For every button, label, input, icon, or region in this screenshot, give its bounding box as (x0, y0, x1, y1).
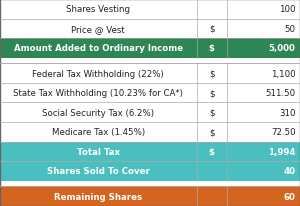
Text: $: $ (209, 25, 214, 34)
Text: Federal Tax Withholding (22%): Federal Tax Withholding (22%) (32, 69, 164, 78)
Text: $: $ (209, 89, 214, 98)
Text: Shares Vesting: Shares Vesting (66, 5, 130, 14)
Bar (0, 64, 300, 84)
Text: 72.50: 72.50 (271, 128, 296, 137)
Text: $: $ (208, 147, 214, 156)
Text: $: $ (209, 69, 214, 78)
Bar (0, 161, 300, 181)
Bar (0, 84, 300, 103)
Text: Price @ Vest: Price @ Vest (71, 25, 125, 34)
Text: Shares Sold To Cover: Shares Sold To Cover (47, 166, 150, 176)
Text: 1,994: 1,994 (268, 147, 295, 156)
Bar (0, 103, 300, 122)
Text: $: $ (209, 128, 214, 137)
Bar (0, 187, 300, 206)
Text: 100: 100 (279, 5, 296, 14)
Text: 5,000: 5,000 (268, 44, 296, 53)
Bar (0, 0, 300, 19)
Text: 60: 60 (284, 192, 296, 201)
Text: 40: 40 (284, 166, 296, 176)
Bar (0, 181, 300, 187)
Text: $: $ (209, 108, 214, 117)
Text: Amount Added to Ordinary Income: Amount Added to Ordinary Income (14, 44, 183, 53)
Text: 50: 50 (284, 25, 296, 34)
Text: Medicare Tax (1.45%): Medicare Tax (1.45%) (52, 128, 145, 137)
Bar (0, 142, 300, 161)
Bar (0, 122, 300, 142)
Text: 310: 310 (279, 108, 296, 117)
Bar (0, 58, 300, 64)
Text: 511.50: 511.50 (266, 89, 296, 98)
Text: State Tax Withholding (10.23% for CA*): State Tax Withholding (10.23% for CA*) (13, 89, 183, 98)
Text: Social Security Tax (6.2%): Social Security Tax (6.2%) (42, 108, 154, 117)
Text: Remaining Shares: Remaining Shares (54, 192, 142, 201)
Bar (0, 39, 300, 58)
Text: Total Tax: Total Tax (77, 147, 120, 156)
Bar (0, 19, 300, 39)
Text: 1,100: 1,100 (271, 69, 296, 78)
Text: $: $ (208, 44, 214, 53)
